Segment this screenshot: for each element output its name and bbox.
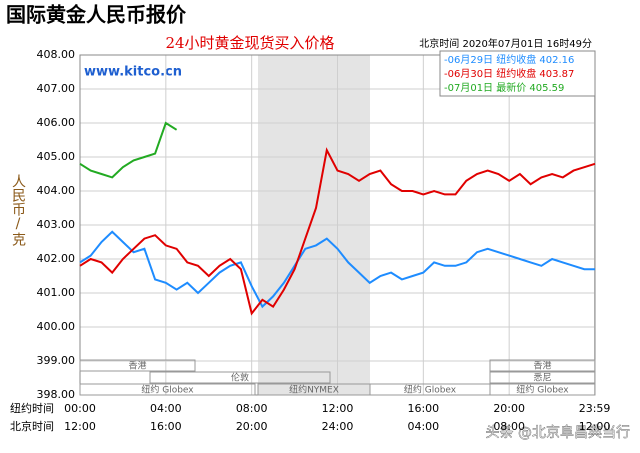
legend-entry: -07月01日 最新价 405.59 xyxy=(444,81,564,94)
legend-entry: -06月29日 纽约收盘 402.16 xyxy=(444,53,574,66)
y-tick-label: 406.00 xyxy=(37,116,76,129)
series-line xyxy=(79,147,596,316)
session-label: 香港 xyxy=(128,360,146,372)
y-tick-label: 399.00 xyxy=(37,354,76,367)
y-axis-label: 人民币/克 xyxy=(10,174,26,247)
x2-tick-label: 04:00 xyxy=(407,420,439,433)
x-tick-label: 20:00 xyxy=(493,402,525,415)
series-line xyxy=(79,121,178,179)
y-tick-label: 404.00 xyxy=(37,184,76,197)
y-tick-label: 400.00 xyxy=(37,320,76,333)
legend-box xyxy=(439,50,596,97)
x2-tick-label: 24:00 xyxy=(322,420,354,433)
legend-entry: -06月30日 纽约收盘 403.87 xyxy=(444,67,574,80)
x2-tick-label: 08:00 xyxy=(493,420,525,433)
session-label: 纽约 Globex xyxy=(141,384,194,396)
x2-tick-label: 12:00 xyxy=(579,420,611,433)
y-tick-label: 398.00 xyxy=(37,388,76,401)
timestamp: 北京时间 2020年07月01日 16时49分 xyxy=(419,37,592,50)
x-row-label: 纽约时间 xyxy=(10,401,54,415)
y-tick-label: 401.00 xyxy=(37,286,76,299)
session-label: 伦敦 xyxy=(231,372,249,384)
x-tick-label: 23:59 xyxy=(579,402,611,415)
session-box xyxy=(79,359,196,372)
y-tick-label: 405.00 xyxy=(37,150,76,163)
watermark: 头条 @北京阜昌典当行 xyxy=(486,424,630,441)
x2-tick-label: 12:00 xyxy=(64,420,96,433)
session-label: 纽约NYMEX xyxy=(289,384,339,396)
chart-title: 国际黄金人民币报价 xyxy=(6,3,187,27)
x-tick-label: 12:00 xyxy=(322,402,354,415)
source: www.kitco.cn xyxy=(84,65,182,80)
y-tick-label: 403.00 xyxy=(37,218,76,231)
session-box xyxy=(149,371,331,384)
session-label: 香港 xyxy=(533,360,551,372)
x2-tick-label: 20:00 xyxy=(236,420,268,433)
x-tick-label: 16:00 xyxy=(407,402,439,415)
session-box xyxy=(79,383,256,396)
x-tick-label: 04:00 xyxy=(150,402,182,415)
x2-tick-label: 16:00 xyxy=(150,420,182,433)
session-label: 纽约 Globex xyxy=(404,384,457,396)
x-row-label: 北京时间 xyxy=(10,419,54,433)
session-box xyxy=(489,371,596,384)
session-label: 悉尼 xyxy=(533,372,551,384)
y-tick-label: 402.00 xyxy=(37,252,76,265)
x-tick-label: 00:00 xyxy=(64,402,96,415)
x-tick-label: 08:00 xyxy=(236,402,268,415)
session-label: 纽约 Globex xyxy=(516,384,569,396)
subtitle: 24小时黄金现货买入价格 xyxy=(165,34,334,52)
session-box xyxy=(489,359,596,372)
y-tick-label: 407.00 xyxy=(37,82,76,95)
y-tick-label: 408.00 xyxy=(37,48,76,61)
series-line xyxy=(79,230,595,309)
session-box xyxy=(489,383,596,396)
